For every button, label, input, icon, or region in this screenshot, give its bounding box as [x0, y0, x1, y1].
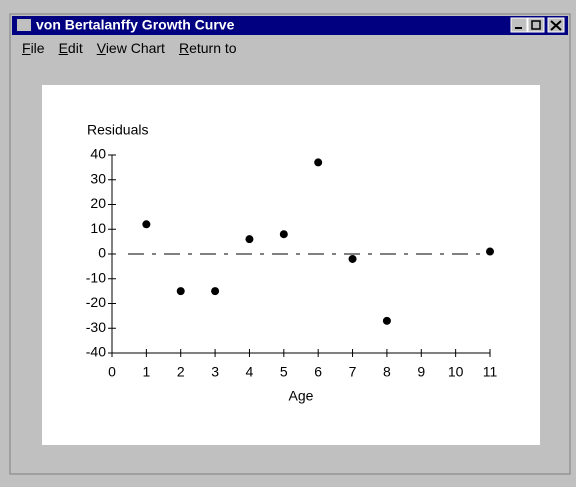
point: [486, 247, 494, 256]
x-tick-label: 3: [211, 364, 219, 380]
menu-item[interactable]: File: [22, 40, 45, 56]
x-tick-label: 1: [142, 364, 150, 380]
x-tick-label: 4: [246, 364, 254, 380]
y-tick-label: -20: [86, 294, 106, 310]
chart-area: [42, 85, 540, 445]
maximize-button[interactable]: [527, 17, 545, 33]
y-axis-label: Residuals: [87, 122, 148, 138]
x-tick-label: 11: [483, 364, 498, 380]
point: [211, 287, 220, 296]
x-tick-label: 6: [314, 364, 322, 380]
point: [279, 230, 288, 239]
point: [142, 220, 151, 229]
y-tick-label: -10: [86, 269, 106, 285]
x-tick-label: 5: [280, 364, 288, 380]
frame-border: [9, 13, 571, 475]
point: [348, 254, 357, 263]
title-bar: [12, 16, 568, 35]
y-tick-label: 40: [90, 146, 106, 162]
minimize-button[interactable]: [510, 17, 528, 33]
x-axis-label: Age: [289, 388, 314, 404]
x-tick-label: 2: [177, 364, 185, 380]
point: [382, 316, 391, 325]
app-icon: [17, 19, 31, 31]
menu-bar: File Edit View Chart Return to: [22, 40, 237, 56]
x-tick-label: 8: [383, 364, 391, 380]
x-tick-label: 0: [108, 364, 116, 380]
close-glyph: [550, 20, 562, 31]
point: [176, 287, 185, 296]
menu-item[interactable]: Return to: [178, 40, 237, 56]
y-tick-label: 0: [98, 245, 106, 261]
y-tick-label: -30: [86, 319, 106, 335]
caption-buttons: [510, 17, 565, 33]
x-tick-label: 9: [417, 364, 425, 380]
x-tick-label: 7: [349, 364, 357, 380]
window-title: von Bertalanffy Growth Curve: [36, 17, 235, 33]
y-tick-label: -40: [86, 344, 106, 360]
x-tick-label: 10: [448, 364, 464, 380]
menu-item[interactable]: Edit: [58, 40, 83, 56]
maximize-glyph: [531, 20, 541, 30]
menu-item[interactable]: View Chart: [96, 40, 165, 56]
point: [314, 158, 323, 167]
y-tick-label: 10: [90, 220, 106, 236]
y-tick-label: 30: [90, 170, 106, 186]
y-tick-label: 20: [90, 195, 106, 211]
point: [245, 235, 254, 244]
